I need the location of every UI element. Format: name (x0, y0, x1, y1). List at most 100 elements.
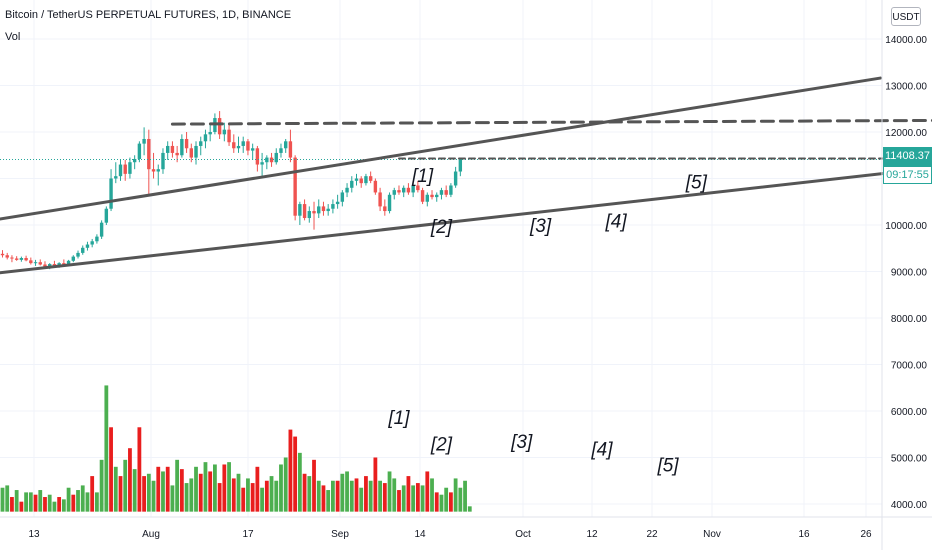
volume-bar (156, 466, 161, 512)
candle-body (217, 118, 222, 135)
candle-body (368, 176, 373, 181)
candle-body (373, 180, 378, 193)
time-axis[interactable]: 13 Aug 17 Sep 14 Oct 12 22 Nov 16 26 (0, 516, 932, 540)
volume-bar (14, 490, 19, 512)
volume-bar (316, 480, 321, 512)
wave-label-volume: [5] (656, 455, 679, 476)
volume-bar (260, 487, 264, 512)
candle-body (57, 263, 61, 266)
volume-bar (406, 476, 411, 512)
price-tick-label: 4000.00 (891, 500, 928, 511)
candle-body (156, 169, 160, 172)
volume-bar (142, 476, 146, 512)
volume-bar (104, 385, 109, 512)
candle-body (241, 141, 245, 146)
volume-bar (203, 462, 208, 512)
volume-bar (279, 464, 283, 512)
currency-button[interactable]: USDT (891, 7, 921, 26)
volume-bar (123, 459, 128, 512)
candle-body (298, 204, 302, 216)
volume-bar (90, 476, 95, 512)
trendline-resistance-high[interactable] (170, 118, 932, 126)
wave-label-volume: [3] (510, 432, 533, 453)
candle-body (406, 187, 411, 193)
candle-body (302, 204, 307, 219)
candle-body (250, 148, 255, 151)
trendlines[interactable] (0, 76, 932, 276)
volume-legend[interactable]: Vol (5, 31, 21, 43)
volume-bar (439, 494, 444, 512)
volume-bar (95, 492, 99, 512)
volume-bar (0, 487, 5, 512)
candle-body (166, 145, 170, 153)
price-tick-label: 8000.00 (891, 314, 928, 325)
volume-bar (132, 469, 137, 512)
candle-body (29, 260, 33, 264)
volume-bar (349, 480, 354, 512)
time-tick-label: 12 (586, 529, 598, 540)
volume-bar (109, 427, 113, 512)
time-tick-label: Oct (515, 529, 531, 540)
price-axis[interactable]: 14000.0013000.0012000.0011000.0010000.00… (881, 0, 928, 550)
volume-bar (10, 497, 14, 512)
volume-bar (47, 494, 52, 512)
candle-body (444, 190, 448, 195)
candle-body (5, 255, 9, 258)
candle-body (199, 141, 203, 146)
volume-bar (80, 485, 85, 512)
volume-bar (326, 490, 331, 512)
volume-bar (321, 485, 326, 512)
volume-bar (373, 457, 378, 512)
candle-body (81, 247, 85, 253)
candle-body (184, 138, 189, 149)
candle-body (24, 258, 28, 261)
price-tick-label: 13000.00 (885, 82, 927, 93)
trendline-channel-lower[interactable] (0, 169, 911, 276)
volume-bar (194, 466, 198, 512)
candle-body (288, 141, 293, 158)
volume-bar (359, 487, 364, 512)
volume-bar (222, 464, 227, 512)
volume-bar (392, 478, 397, 512)
wave-label-price: [3] (529, 216, 552, 237)
time-tick-label: Aug (142, 529, 160, 540)
volume-bar (340, 473, 345, 512)
volume-bar (165, 466, 170, 512)
candle-body (222, 129, 227, 135)
candle-body (189, 148, 193, 158)
volume-bar (458, 487, 463, 512)
candle-body (62, 263, 66, 265)
volume-bar (411, 485, 416, 512)
volume-bar (264, 480, 269, 512)
time-tick-label: 17 (242, 529, 254, 540)
volume-bar (128, 448, 132, 512)
volume-bar (368, 480, 373, 512)
price-tick-label: 12000.00 (885, 128, 927, 139)
candle-body (354, 178, 359, 181)
candle-body (109, 178, 113, 209)
candle-body (132, 158, 137, 163)
volume-bar (312, 459, 316, 512)
annotations: [1] [2] [3] [4] [5] [1] [2] [3] [4] [5] (387, 166, 707, 477)
volume-bar (236, 473, 241, 512)
price-tick-label: 6000.00 (891, 407, 928, 418)
volume-bar (364, 476, 368, 512)
trendline-channel-upper[interactable] (0, 76, 882, 223)
candle-body (387, 194, 392, 212)
candle-body (147, 138, 151, 170)
candle-body (335, 201, 340, 205)
candle-body (76, 252, 80, 257)
candle-body (279, 148, 283, 153)
candle-body (19, 258, 24, 260)
candle-body (293, 157, 297, 216)
symbol-title[interactable]: Bitcoin / TetherUS PERPETUAL FUTURES, 1D… (5, 9, 292, 21)
volume-bar (57, 497, 62, 512)
price-tick-label: 10000.00 (885, 221, 927, 232)
candle-body (128, 162, 132, 174)
volume-bar (179, 469, 184, 512)
volume-bar (331, 480, 335, 512)
candle-body (359, 178, 363, 184)
volume-bar (24, 492, 28, 512)
